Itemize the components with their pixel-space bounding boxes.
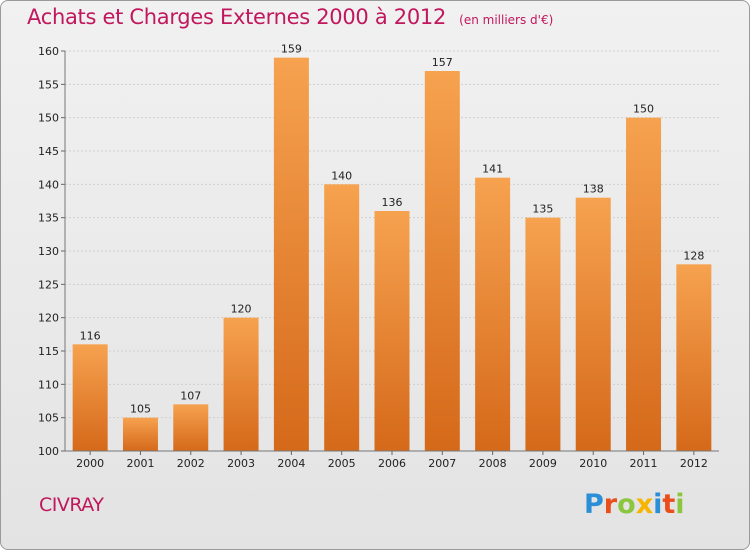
x-tick-label: 2010 (579, 457, 607, 470)
city-name: CIVRAY (39, 494, 104, 516)
y-tick-label: 135 (38, 212, 59, 225)
y-tick-label: 145 (38, 145, 59, 158)
chart-title-text: Achats et Charges Externes 2000 à 2012 (27, 5, 447, 29)
bars: 116 105 107 120 159 140 136 157 141 135 138 150 128 (72, 43, 712, 452)
chart-title: Achats et Charges Externes 2000 à 2012 (… (27, 5, 553, 29)
value-label: 136 (382, 196, 403, 209)
bar-2003 (223, 317, 259, 451)
bar-2010 (575, 197, 611, 451)
bar-2009 (525, 217, 561, 451)
x-tick-label: 2003 (227, 457, 255, 470)
x-tick-label: 2009 (529, 457, 557, 470)
value-label: 120 (231, 303, 252, 316)
x-tick-label: 2004 (277, 457, 305, 470)
value-label: 135 (532, 203, 553, 216)
y-tick-label: 155 (38, 78, 59, 91)
value-label: 159 (281, 43, 302, 56)
value-label: 140 (331, 169, 352, 182)
x-tick-label: 2011 (630, 457, 658, 470)
value-label: 138 (583, 183, 604, 196)
bar-2002 (173, 404, 209, 451)
y-tick-label: 120 (38, 312, 59, 325)
y-tick-label: 100 (38, 445, 59, 458)
x-tick-label: 2005 (328, 457, 356, 470)
y-tick-label: 160 (38, 45, 59, 58)
x-tick-label: 2008 (479, 457, 507, 470)
x-tick-label: 2012 (680, 457, 708, 470)
bar-2007 (424, 71, 460, 451)
y-tick-label: 130 (38, 245, 59, 258)
chart-unit: (en milliers d'€) (459, 13, 554, 27)
axes: 100 105 110 115 120 125 130 135 140 145 150 155 160 2… (38, 45, 719, 470)
value-label: 116 (80, 329, 101, 342)
x-tick-label: 2002 (177, 457, 205, 470)
bar-2008 (475, 177, 511, 451)
bar-2006 (374, 211, 410, 451)
y-tick-label: 150 (38, 112, 59, 125)
x-tick-label: 2001 (126, 457, 154, 470)
value-label: 150 (633, 103, 654, 116)
y-tick-label: 105 (38, 412, 59, 425)
y-tick-label: 110 (38, 378, 59, 391)
y-tick-label: 115 (38, 345, 59, 358)
value-label: 157 (432, 56, 453, 69)
bar-2001 (122, 417, 158, 451)
value-label: 107 (180, 389, 201, 402)
bar-2000 (72, 344, 108, 451)
bar-2004 (273, 57, 309, 452)
x-tick-label: 2006 (378, 457, 406, 470)
proxiti-logo: Proxiti (584, 489, 685, 520)
value-label: 141 (482, 163, 503, 176)
y-tick-label: 125 (38, 278, 59, 291)
bar-2011 (626, 117, 662, 452)
value-label: 128 (683, 249, 704, 262)
x-tick-label: 2007 (428, 457, 456, 470)
value-label: 105 (130, 403, 151, 416)
x-tick-label: 2000 (76, 457, 104, 470)
bar-2012 (676, 264, 712, 451)
bar-2005 (324, 184, 360, 452)
y-tick-label: 140 (38, 178, 59, 191)
